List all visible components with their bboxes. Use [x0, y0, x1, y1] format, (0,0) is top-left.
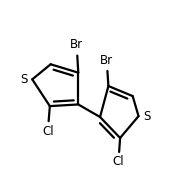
- Text: S: S: [20, 73, 27, 86]
- Text: Cl: Cl: [113, 155, 124, 168]
- Text: Cl: Cl: [42, 125, 54, 138]
- Text: Br: Br: [100, 54, 113, 67]
- Text: S: S: [144, 110, 151, 123]
- Text: Br: Br: [70, 38, 83, 51]
